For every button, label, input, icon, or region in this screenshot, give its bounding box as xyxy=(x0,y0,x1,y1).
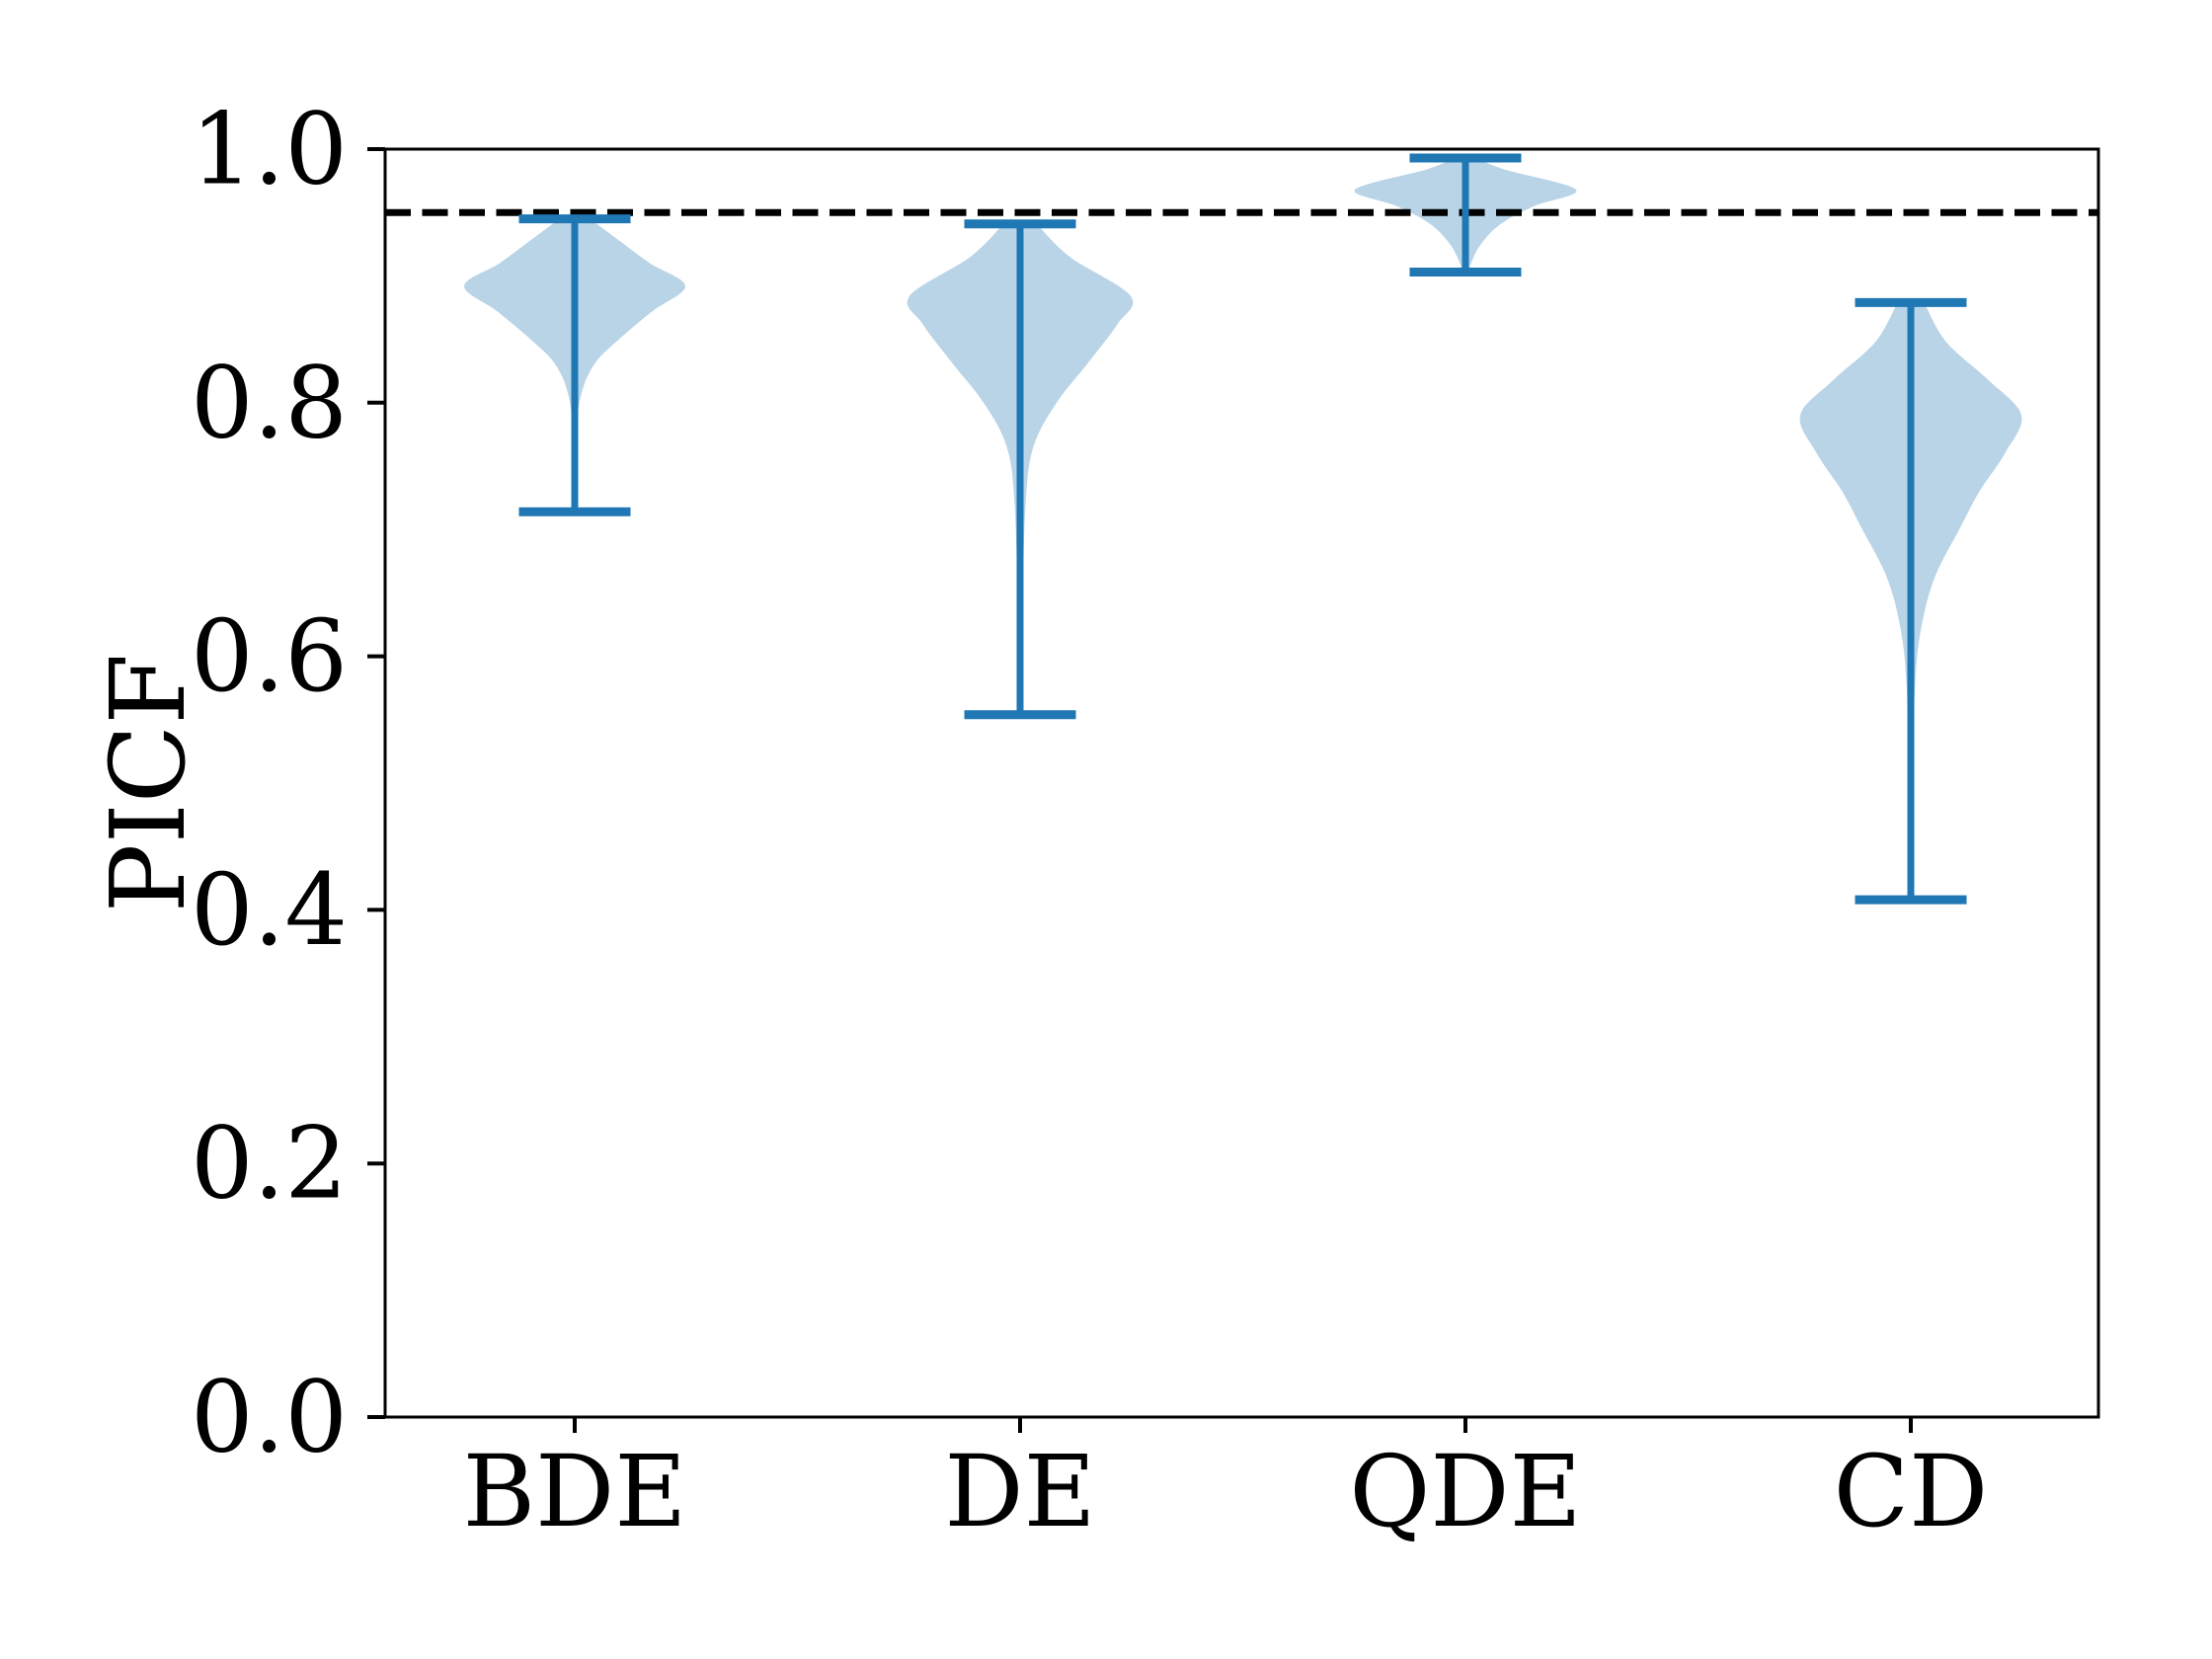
x-category-label-BDE: BDE xyxy=(463,1434,687,1549)
x-category-label-DE: DE xyxy=(944,1434,1095,1549)
y-tick-label-1.0: 1.0 xyxy=(191,92,348,207)
y-tick-label-0.8: 0.8 xyxy=(191,345,348,460)
y-axis-label: PICF xyxy=(88,654,208,913)
y-tick-label-0.4: 0.4 xyxy=(191,852,348,968)
violin-bodies-layer xyxy=(463,158,2022,901)
y-tick-label-0.6: 0.6 xyxy=(191,598,348,714)
x-category-label-QDE: QDE xyxy=(1349,1434,1581,1549)
y-tick-label-0.0: 0.0 xyxy=(191,1360,348,1475)
x-category-label-CD: CD xyxy=(1834,1434,1989,1549)
plot-border xyxy=(383,147,2100,1419)
whiskers-layer xyxy=(518,153,1967,905)
y-tick-label-0.2: 0.2 xyxy=(191,1106,348,1222)
axes-layer: 0.0 0.2 0.4 0.6 0.8 1.0 BDE DE QDE CD xyxy=(191,92,2100,1549)
